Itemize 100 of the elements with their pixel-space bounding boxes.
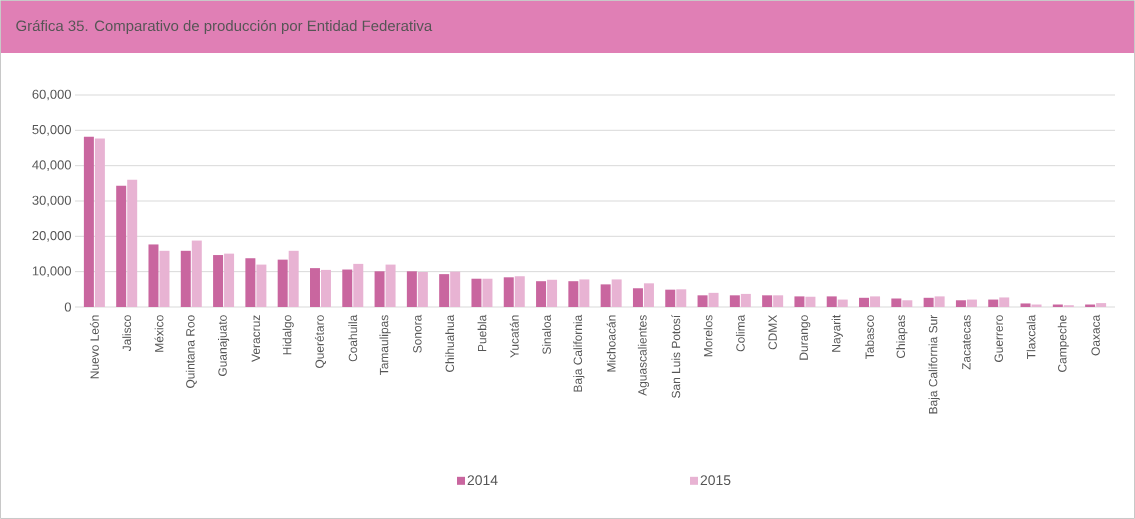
legend-label: 2015 (700, 475, 731, 486)
x-tick-label: Yucatán (509, 315, 519, 358)
bar (224, 253, 235, 307)
y-tick-label: 20,000 (32, 230, 71, 242)
bar (288, 250, 299, 307)
bar (805, 296, 816, 307)
x-tick-label: CDMX (768, 315, 777, 350)
bar (471, 278, 482, 307)
bar (676, 289, 687, 307)
x-tick-label: Durango (799, 315, 811, 360)
bar (514, 276, 525, 307)
x-tick-label: Guerrero (994, 315, 1003, 362)
bar (148, 244, 159, 307)
bar (579, 279, 590, 307)
bar (439, 274, 450, 307)
bar (191, 240, 202, 307)
bar (1096, 303, 1107, 307)
bar (245, 258, 256, 307)
bar (320, 269, 331, 307)
x-tick-label: Tabasco (865, 315, 874, 360)
x-tick-label: San Luis Potosí (671, 314, 681, 398)
x-tick-label: Nayarit (831, 314, 843, 352)
bar (342, 269, 353, 307)
bar (870, 296, 881, 307)
y-tick-label: 40,000 (32, 160, 71, 172)
bar (353, 263, 364, 307)
bar (374, 271, 385, 307)
y-tick-label: 50,000 (32, 124, 71, 136)
bar (762, 295, 773, 307)
bar (503, 277, 514, 307)
bar (966, 299, 977, 307)
bar (385, 264, 396, 307)
x-tick-label: Campeche (1057, 315, 1069, 372)
bar (632, 288, 643, 307)
bar (773, 295, 784, 307)
bar (450, 271, 461, 307)
bar (94, 138, 105, 307)
x-tick-label: Veracruz (251, 315, 261, 362)
x-tick-label: Zacatecas (962, 315, 971, 370)
bar (859, 297, 870, 307)
x-tick-label: Guanajuato (218, 315, 230, 376)
x-tick-label: Sonora (413, 314, 422, 353)
bar (934, 296, 945, 307)
bar (213, 255, 224, 307)
x-tick-label: Chiapas (896, 315, 908, 359)
bar (611, 279, 622, 307)
x-tick-label: Querétaro (314, 315, 327, 369)
x-tick-label: Tlaxcala (1026, 314, 1036, 360)
x-tick-label: Baja California Sur (928, 314, 940, 414)
bar (826, 296, 837, 307)
bar (665, 289, 676, 307)
bar (988, 299, 999, 307)
bar (406, 271, 417, 307)
legend-label: 2014 (467, 475, 498, 486)
bar (923, 297, 934, 307)
y-tick-label: 30,000 (32, 195, 71, 207)
bar (256, 264, 267, 307)
bar (708, 292, 719, 307)
x-tick-label: Hidalgo (282, 315, 294, 355)
x-tick-label: Michoacán (606, 315, 616, 372)
x-tick-label: Aguascalientes (637, 315, 650, 396)
bar (837, 299, 848, 307)
x-tick-label: Nuevo León (89, 315, 99, 379)
bar (600, 284, 611, 307)
chart-title: Gráfica 35. Comparativo de producción por Entidad Federativa (16, 19, 433, 35)
x-tick-label: Puebla (477, 314, 487, 351)
bar (482, 278, 493, 307)
x-tick-label: Baja California (573, 314, 585, 392)
bar (159, 250, 170, 307)
bar (999, 297, 1010, 307)
bar (643, 283, 654, 307)
x-tick-label: Morelos (703, 315, 713, 357)
bar (83, 136, 94, 307)
bar (309, 268, 320, 307)
x-tick-label: México (154, 315, 164, 352)
x-tick-label: Oaxaca (1091, 314, 1100, 356)
bar (277, 259, 288, 307)
bar (547, 279, 558, 307)
x-tick-label: Chihuahua (445, 314, 455, 372)
bar (740, 293, 751, 307)
bar (417, 272, 428, 307)
bar (568, 281, 579, 307)
x-tick-label: Quintana Roo (185, 315, 197, 388)
bar (902, 300, 913, 307)
x-tick-label: Coahuila (348, 314, 358, 362)
bar (116, 185, 127, 307)
y-tick-label: 0 (64, 302, 71, 312)
bar (127, 179, 138, 307)
bar (180, 250, 191, 307)
bar (536, 281, 547, 307)
x-tick-label: Colima (735, 314, 745, 352)
bar (891, 298, 902, 307)
y-tick-label: 60,000 (32, 89, 71, 101)
x-tick-label: Sinaloa (542, 314, 551, 355)
y-tick-label: 10,000 (32, 266, 71, 277)
bar (729, 295, 740, 307)
bar (1020, 303, 1031, 307)
x-tick-label: Jalisco (122, 315, 132, 352)
bar (794, 296, 805, 307)
x-tick-label: Tamaulipas (379, 315, 391, 375)
